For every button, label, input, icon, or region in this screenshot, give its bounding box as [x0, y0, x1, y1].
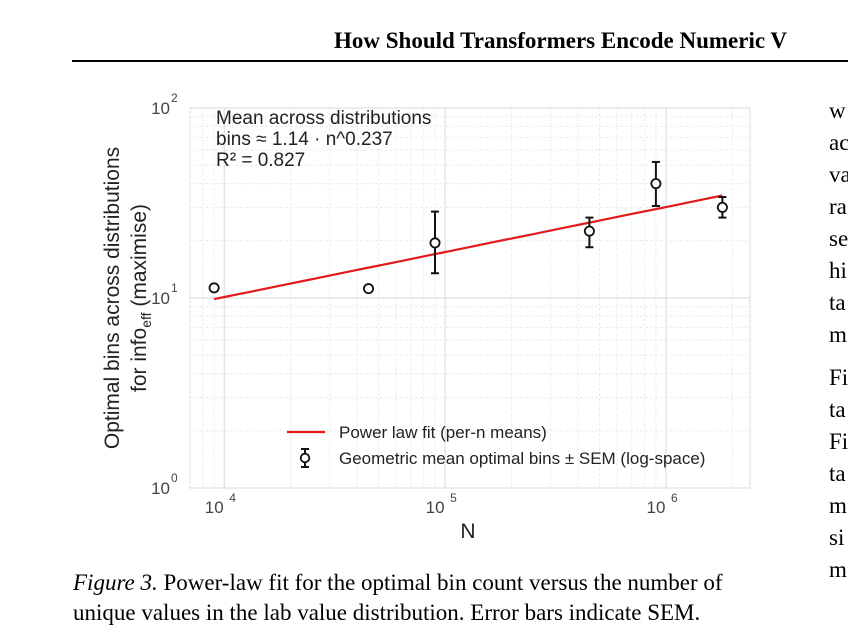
right-column-line: m: [829, 557, 847, 582]
data-point: [208, 282, 220, 294]
x-tick-exponent: 6: [671, 491, 678, 505]
y-axis-label-line1: Optimal bins across distributions: [101, 147, 124, 449]
data-point: [650, 160, 662, 207]
y-label-prefix: for info: [128, 328, 151, 392]
paragraph-gap: [829, 351, 848, 362]
right-column-line: Fi: [829, 365, 848, 390]
data-marker: [208, 282, 220, 294]
y-tick-label: 10: [151, 479, 170, 498]
header-rule: [72, 60, 848, 62]
x-tick-exponent: 4: [229, 491, 236, 505]
legend-marker-swatch: [299, 452, 311, 464]
right-column-line: ta: [829, 290, 846, 315]
right-column-text: w ac va ra se hi ta m Fi ta Fi ta m si m: [829, 95, 848, 586]
data-point: [363, 283, 375, 295]
caption-text: Power-law fit for the optimal bin count …: [73, 570, 723, 625]
data-point: [716, 196, 728, 219]
annotation-line: Mean across distributions: [216, 108, 431, 129]
right-column-line: si: [829, 525, 845, 550]
y-label-suffix: (maximise): [128, 204, 151, 313]
y-label-subscript: eff: [138, 312, 154, 327]
right-column-line: va: [829, 162, 848, 187]
right-column-line: Fi: [829, 429, 848, 454]
grid: [189, 107, 750, 489]
right-column-line: w: [829, 98, 846, 123]
data-point: [583, 216, 595, 249]
data-marker: [583, 225, 595, 237]
caption-label: Figure 3.: [73, 570, 158, 595]
data-marker: [716, 201, 728, 213]
y-tick-label: 10: [151, 289, 170, 308]
data-marker: [650, 178, 662, 190]
y-tick-exponent: 0: [171, 471, 178, 485]
right-column-line: m: [829, 322, 847, 347]
running-title: How Should Transformers Encode Numeric V: [334, 28, 787, 53]
data-marker: [429, 237, 441, 249]
right-column-line: ac: [829, 130, 848, 155]
x-axis-label: N: [460, 520, 475, 543]
power-law-fit-line: [213, 194, 723, 301]
y-tick-exponent: 1: [171, 281, 178, 295]
data-point: [429, 210, 441, 275]
x-tick-label: 10: [647, 498, 666, 517]
right-column-line: ra: [829, 194, 847, 219]
y-axis-label-line2: for infoeff (maximise): [128, 204, 154, 392]
x-tick-exponent: 5: [450, 491, 457, 505]
data-marker: [363, 283, 375, 295]
x-tick-label: 10: [426, 498, 445, 517]
legend-series-label: Geometric mean optimal bins ± SEM (log-s…: [339, 449, 705, 468]
right-column-line: hi: [829, 258, 847, 283]
y-tick-label: 10: [151, 99, 170, 118]
right-column-line: ta: [829, 461, 846, 486]
x-tick-label: 10: [205, 498, 224, 517]
annotation-line: R² = 0.827: [216, 150, 305, 171]
legend-fit-label: Power law fit (per-n means): [339, 423, 547, 442]
y-tick-exponent: 2: [171, 91, 178, 105]
right-column-line: ta: [829, 397, 846, 422]
legend: Power law fit (per-n means) Geometric mea…: [287, 423, 705, 468]
right-column-line: se: [829, 226, 848, 251]
figure-caption: Figure 3. Power-law fit for the optimal …: [73, 568, 783, 628]
right-column-line: m: [829, 493, 847, 518]
annotation-line: bins ≈ 1.14 · n^0.237: [216, 129, 393, 150]
